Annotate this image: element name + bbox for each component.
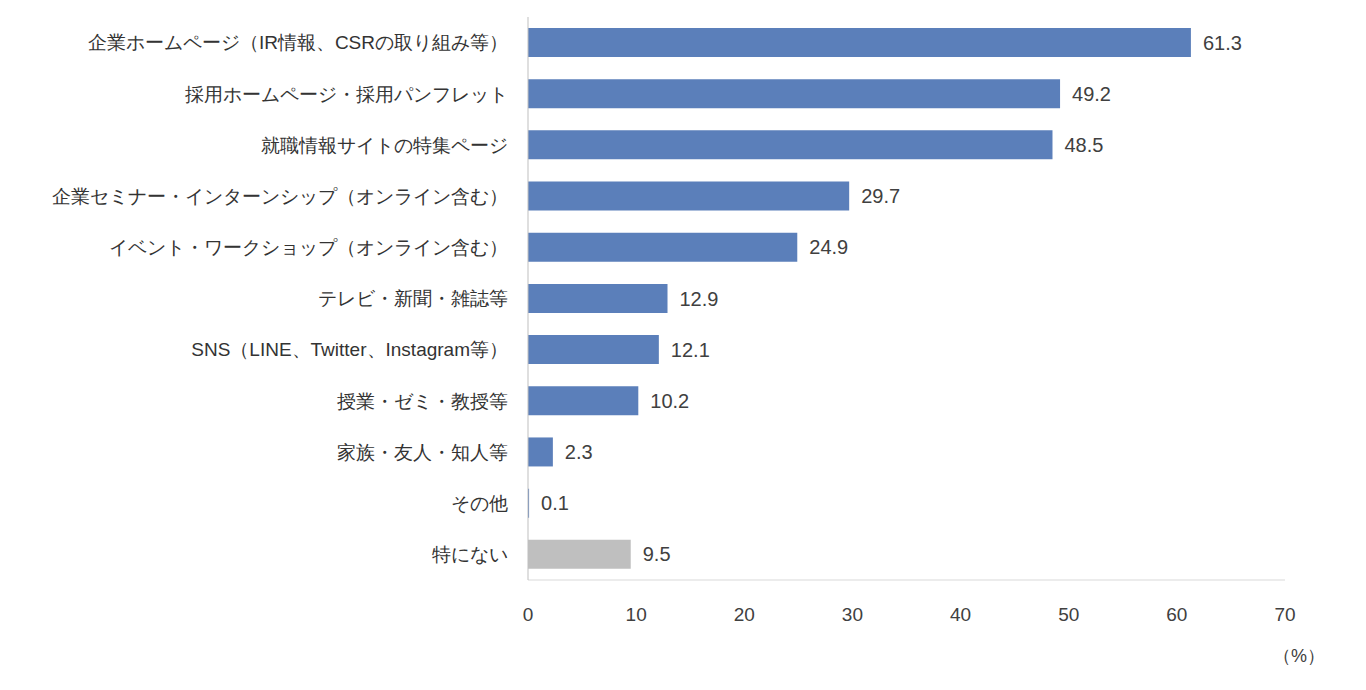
svg-text:採用ホームページ・採用パンフレット: 採用ホームページ・採用パンフレット xyxy=(185,84,508,105)
svg-text:60: 60 xyxy=(1166,604,1187,625)
svg-text:50: 50 xyxy=(1058,604,1079,625)
svg-text:40: 40 xyxy=(950,604,971,625)
svg-text:SNS（LINE、Twitter、Instagram等）: SNS（LINE、Twitter、Instagram等） xyxy=(191,339,508,360)
svg-text:61.3: 61.3 xyxy=(1203,32,1242,54)
svg-text:49.2: 49.2 xyxy=(1072,83,1111,105)
svg-text:2.3: 2.3 xyxy=(565,441,593,463)
svg-text:48.5: 48.5 xyxy=(1064,134,1103,156)
svg-text:（%）: （%） xyxy=(1273,646,1325,666)
svg-text:特にない: 特にない xyxy=(432,544,508,565)
svg-text:30: 30 xyxy=(842,604,863,625)
svg-text:12.1: 12.1 xyxy=(671,339,710,361)
svg-text:70: 70 xyxy=(1274,604,1295,625)
svg-text:その他: その他 xyxy=(451,493,508,514)
svg-text:就職情報サイトの特集ページ: 就職情報サイトの特集ページ xyxy=(261,135,508,156)
svg-text:12.9: 12.9 xyxy=(680,288,719,310)
svg-text:企業セミナー・インターンシップ（オンライン含む）: 企業セミナー・インターンシップ（オンライン含む） xyxy=(52,186,508,207)
svg-text:0: 0 xyxy=(523,604,534,625)
svg-text:0.1: 0.1 xyxy=(541,492,569,514)
svg-text:イベント・ワークショップ（オンライン含む）: イベント・ワークショップ（オンライン含む） xyxy=(109,237,508,258)
svg-text:10.2: 10.2 xyxy=(650,390,689,412)
svg-text:授業・ゼミ・教授等: 授業・ゼミ・教授等 xyxy=(337,391,508,412)
svg-text:企業ホームページ（IR情報、CSRの取り組み等）: 企業ホームページ（IR情報、CSRの取り組み等） xyxy=(88,32,508,53)
svg-text:20: 20 xyxy=(734,604,755,625)
svg-text:29.7: 29.7 xyxy=(861,185,900,207)
svg-text:24.9: 24.9 xyxy=(809,236,848,258)
svg-text:テレビ・新聞・雑誌等: テレビ・新聞・雑誌等 xyxy=(318,288,508,309)
svg-text:10: 10 xyxy=(626,604,647,625)
svg-text:家族・友人・知人等: 家族・友人・知人等 xyxy=(337,442,508,463)
svg-text:9.5: 9.5 xyxy=(643,543,671,565)
